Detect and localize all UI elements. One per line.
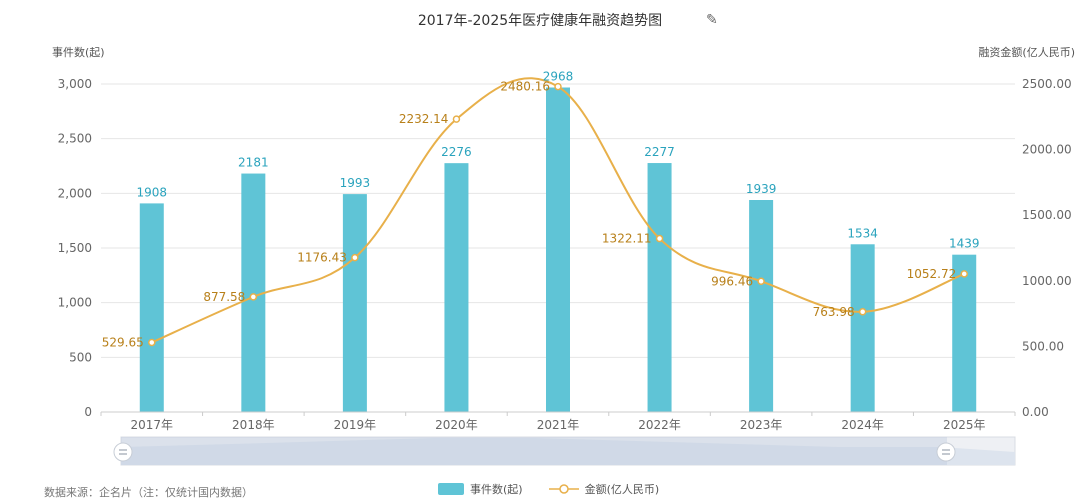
y-left-tick-label: 0	[84, 405, 92, 419]
y-left-tick-label: 2,000	[58, 186, 92, 200]
bar[interactable]	[546, 87, 570, 413]
line-value-label: 996.46	[711, 274, 753, 288]
chart-legend: 事件数(起) 金额(亿人民币)	[438, 481, 685, 497]
bar-value-label: 2277	[644, 145, 675, 159]
bar-value-label: 1993	[340, 176, 371, 190]
bar-value-label: 2968	[543, 69, 574, 83]
bar-value-label: 2181	[238, 156, 269, 170]
x-tick-label: 2019年	[334, 418, 377, 432]
y-right-tick-label: 1500.00	[1022, 208, 1072, 222]
bar-value-label: 1439	[949, 237, 980, 251]
y-right-tick-label: 2000.00	[1022, 143, 1072, 157]
line-point[interactable]	[960, 270, 968, 278]
legend-line-label: 金额(亿人民币)	[584, 483, 660, 496]
x-tick-label: 2018年	[232, 418, 275, 432]
bar-value-label: 1939	[746, 182, 777, 196]
bar-value-label: 1534	[847, 226, 878, 240]
y-right-tick-label: 1000.00	[1022, 274, 1072, 288]
bar-value-label: 1908	[137, 185, 168, 199]
line-value-label: 1052.72	[907, 267, 957, 281]
bar[interactable]	[444, 163, 469, 412]
y-right-tick-label: 0.00	[1022, 405, 1049, 419]
line-point[interactable]	[351, 253, 359, 262]
zoom-overview-area	[121, 438, 1015, 465]
y-left-tick-label: 2,500	[58, 132, 92, 146]
y-left-axis-title: 事件数(起)	[52, 46, 105, 59]
y-right-tick-label: 500.00	[1022, 339, 1064, 353]
x-tick-label: 2022年	[638, 418, 681, 432]
bar[interactable]	[139, 203, 164, 412]
y-left-tick-label: 1,000	[58, 296, 92, 310]
line-point[interactable]	[858, 308, 867, 316]
line-point[interactable]	[757, 277, 765, 286]
x-tick-label: 2021年	[537, 418, 580, 432]
zoom-left-handle[interactable]	[113, 442, 133, 462]
line-point[interactable]	[249, 293, 258, 301]
chart-svg: 事件数(起) 融资金额(亿人民币) 1908 2181 1993 2276 2968 22…	[52, 45, 1075, 466]
y-left-tick-label: 500	[69, 350, 92, 364]
data-source-note: 数据来源：企名片（注：仅统计国内数据）	[44, 486, 253, 499]
line-point[interactable]	[554, 82, 562, 91]
bar[interactable]	[647, 163, 672, 412]
bar[interactable]	[241, 173, 266, 412]
bar[interactable]	[749, 200, 774, 412]
line-value-label: 2232.14	[399, 112, 449, 126]
zoom-right-handle[interactable]	[936, 442, 956, 462]
bar[interactable]	[342, 194, 367, 412]
legend-line-swatch	[548, 484, 579, 494]
x-tick-label: 2023年	[740, 418, 783, 432]
line-value-label: 2480.16	[500, 80, 550, 94]
legend-bar-swatch	[438, 483, 464, 495]
line-point[interactable]	[148, 338, 156, 347]
legend-item-line[interactable]: 金额(亿人民币)	[548, 481, 660, 497]
line-value-label: 529.65	[102, 336, 144, 350]
y-left-tick-label: 3,000	[58, 77, 92, 91]
x-tick-label: 2025年	[943, 418, 986, 432]
x-tick-label: 2020年	[435, 418, 478, 432]
bar-value-label: 2276	[441, 145, 472, 159]
line-point[interactable]	[655, 234, 664, 243]
y-left-tick-label: 1,500	[58, 241, 92, 255]
bar[interactable]	[952, 254, 977, 412]
legend-item-bar[interactable]: 事件数(起)	[438, 481, 523, 497]
bar[interactable]	[850, 244, 875, 412]
edit-icon[interactable]: ✎	[706, 12, 718, 28]
legend-bar-label: 事件数(起)	[470, 483, 523, 496]
y-right-axis-title: 融资金额(亿人民币)	[978, 45, 1075, 59]
line-value-label: 763.98	[813, 305, 855, 319]
zoom-selected-range	[121, 437, 947, 465]
chart-title: 2017年-2025年医疗健康年融资趋势图	[417, 13, 663, 29]
line-value-label: 1322.11	[602, 232, 652, 246]
x-tick-label: 2024年	[841, 418, 884, 432]
line-value-label: 1176.43	[297, 251, 347, 265]
x-tick-label: 2017年	[131, 418, 174, 432]
line-point[interactable]	[452, 115, 461, 123]
line-value-label: 877.58	[203, 290, 245, 304]
y-right-tick-label: 2500.00	[1022, 77, 1072, 91]
data-zoom-slider[interactable]	[113, 436, 1016, 466]
